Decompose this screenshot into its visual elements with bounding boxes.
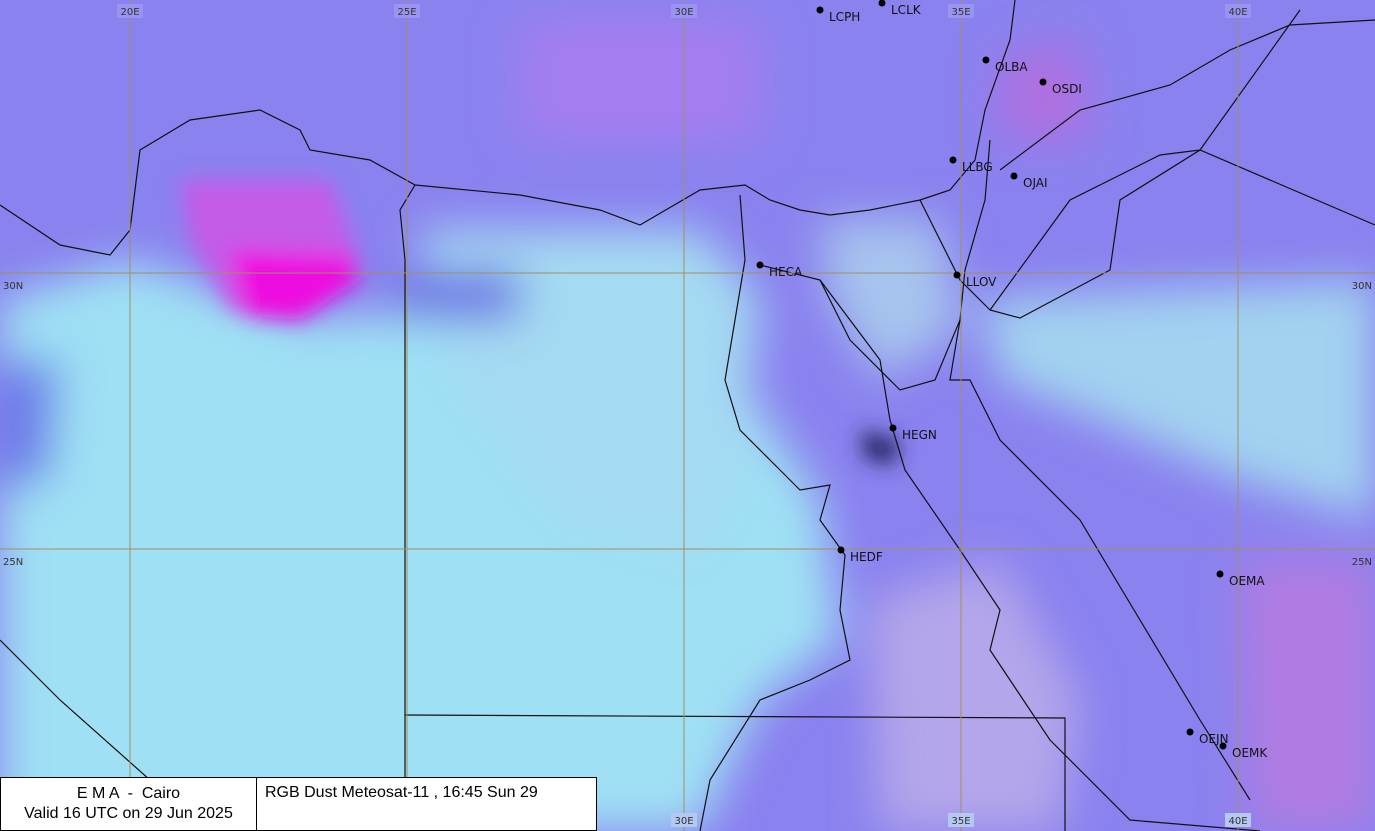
lon-label: 40E [1228, 7, 1247, 18]
station-label: OEJN [1199, 732, 1229, 746]
lat-label: 30N [3, 281, 23, 292]
coastline [949, 319, 1251, 801]
info-box: E M A - Cairo Valid 16 UTC on 29 Jun 202… [0, 777, 257, 831]
label-bg [671, 813, 697, 827]
border-line [999, 19, 1375, 171]
station-dot [1186, 728, 1194, 736]
station-label: OLBA [995, 60, 1028, 74]
valid-time: Valid 16 UTC on 29 Jun 2025 [24, 805, 233, 822]
station-dot [1039, 78, 1047, 86]
station-dot [816, 6, 824, 14]
border-line [0, 639, 151, 781]
station-dot [889, 424, 897, 432]
station-dot [982, 56, 990, 64]
station-label: LCPH [829, 10, 860, 24]
lon-label: 35E [951, 7, 970, 18]
station-dot [1010, 172, 1018, 180]
station-label: OEMA [1229, 574, 1265, 588]
station-label: LLOV [966, 275, 997, 289]
lon-label: 30E [674, 7, 693, 18]
lon-label: 30E [674, 816, 693, 827]
lat-label: 25N [3, 557, 23, 568]
label-bg [948, 813, 974, 827]
border-line [0, 109, 416, 831]
label-bg [394, 4, 420, 18]
station-dot [953, 271, 961, 279]
product-box: RGB Dust Meteosat-11 , 16:45 Sun 29 [256, 777, 597, 831]
agency: E M A - Cairo [76, 785, 181, 802]
lon-label: 40E [1228, 816, 1247, 827]
lat-label: 25N [1352, 557, 1372, 568]
station-dot [1219, 742, 1227, 750]
station-label: OEMK [1232, 746, 1268, 760]
lon-label: 20E [120, 7, 139, 18]
station-dot [756, 261, 764, 269]
station-label: HEGN [902, 428, 937, 442]
label-bg [948, 4, 974, 18]
label-bg [1225, 4, 1251, 18]
station-label: HEDF [850, 550, 883, 564]
station-dot [878, 0, 886, 7]
station-label: OSDI [1052, 82, 1082, 96]
lat-label: 30N [1352, 281, 1372, 292]
label-bg [671, 4, 697, 18]
coastline [414, 0, 1016, 226]
stations: LCPH LCLK OLBA OSDI LLBG OJAI HECA LLOV HEGN HEDF… [756, 0, 1268, 760]
station-label: LLBG [962, 160, 993, 174]
station-label: LCLK [891, 3, 922, 17]
coastline [759, 139, 991, 391]
product: RGB Dust Meteosat-11 , 16:45 Sun 29 [265, 784, 538, 801]
border-line [404, 714, 1066, 831]
nile-border [699, 194, 851, 831]
coastline [819, 279, 1261, 831]
lon-label: 35E [951, 816, 970, 827]
lon-label: 25E [397, 7, 416, 18]
station-label: HECA [769, 265, 803, 279]
station-label: OJAI [1023, 176, 1048, 190]
station-dot [1216, 570, 1224, 578]
border-line [989, 149, 1375, 311]
label-bg [117, 4, 143, 18]
border-line [919, 9, 1301, 319]
station-dot [949, 156, 957, 164]
label-bg [1225, 813, 1251, 827]
station-dot [837, 546, 845, 554]
